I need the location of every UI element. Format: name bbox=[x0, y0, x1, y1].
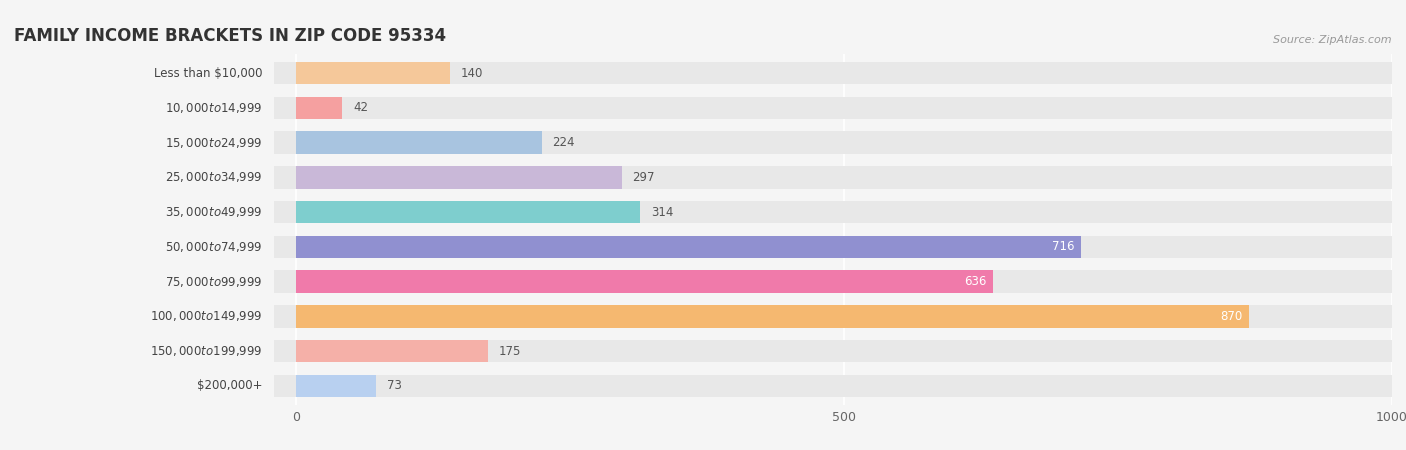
Text: 73: 73 bbox=[387, 379, 402, 392]
Text: $100,000 to $149,999: $100,000 to $149,999 bbox=[149, 310, 262, 324]
Text: 175: 175 bbox=[499, 345, 522, 358]
Bar bbox=[274, 97, 1392, 119]
Text: $75,000 to $99,999: $75,000 to $99,999 bbox=[165, 274, 262, 288]
Text: 870: 870 bbox=[1220, 310, 1243, 323]
Bar bbox=[274, 340, 1392, 362]
Bar bbox=[274, 374, 1392, 397]
Text: 140: 140 bbox=[461, 67, 482, 80]
Text: $50,000 to $74,999: $50,000 to $74,999 bbox=[165, 240, 262, 254]
Bar bbox=[274, 201, 1392, 223]
Bar bbox=[297, 270, 993, 293]
Bar bbox=[274, 270, 1392, 293]
Text: 224: 224 bbox=[553, 136, 575, 149]
Bar bbox=[274, 166, 1392, 189]
Bar bbox=[297, 201, 640, 223]
Bar bbox=[274, 62, 1392, 85]
Text: Source: ZipAtlas.com: Source: ZipAtlas.com bbox=[1274, 35, 1392, 45]
Bar bbox=[297, 236, 1081, 258]
Text: 297: 297 bbox=[633, 171, 655, 184]
Bar bbox=[297, 374, 375, 397]
Bar bbox=[274, 131, 1392, 154]
Text: $35,000 to $49,999: $35,000 to $49,999 bbox=[165, 205, 262, 219]
Text: $15,000 to $24,999: $15,000 to $24,999 bbox=[165, 135, 262, 149]
Bar bbox=[297, 340, 488, 362]
Text: $150,000 to $199,999: $150,000 to $199,999 bbox=[149, 344, 262, 358]
Bar bbox=[297, 131, 541, 154]
Bar bbox=[297, 97, 342, 119]
Text: $25,000 to $34,999: $25,000 to $34,999 bbox=[165, 171, 262, 184]
Text: FAMILY INCOME BRACKETS IN ZIP CODE 95334: FAMILY INCOME BRACKETS IN ZIP CODE 95334 bbox=[14, 27, 446, 45]
Text: 42: 42 bbox=[353, 101, 368, 114]
Bar bbox=[297, 62, 450, 85]
Text: 716: 716 bbox=[1052, 240, 1074, 253]
Bar bbox=[274, 236, 1392, 258]
Text: Less than $10,000: Less than $10,000 bbox=[153, 67, 262, 80]
Bar bbox=[274, 305, 1392, 328]
Bar bbox=[297, 305, 1250, 328]
Text: $200,000+: $200,000+ bbox=[197, 379, 262, 392]
Text: 636: 636 bbox=[965, 275, 987, 288]
Text: $10,000 to $14,999: $10,000 to $14,999 bbox=[165, 101, 262, 115]
Text: 314: 314 bbox=[651, 206, 673, 219]
Bar bbox=[297, 166, 621, 189]
